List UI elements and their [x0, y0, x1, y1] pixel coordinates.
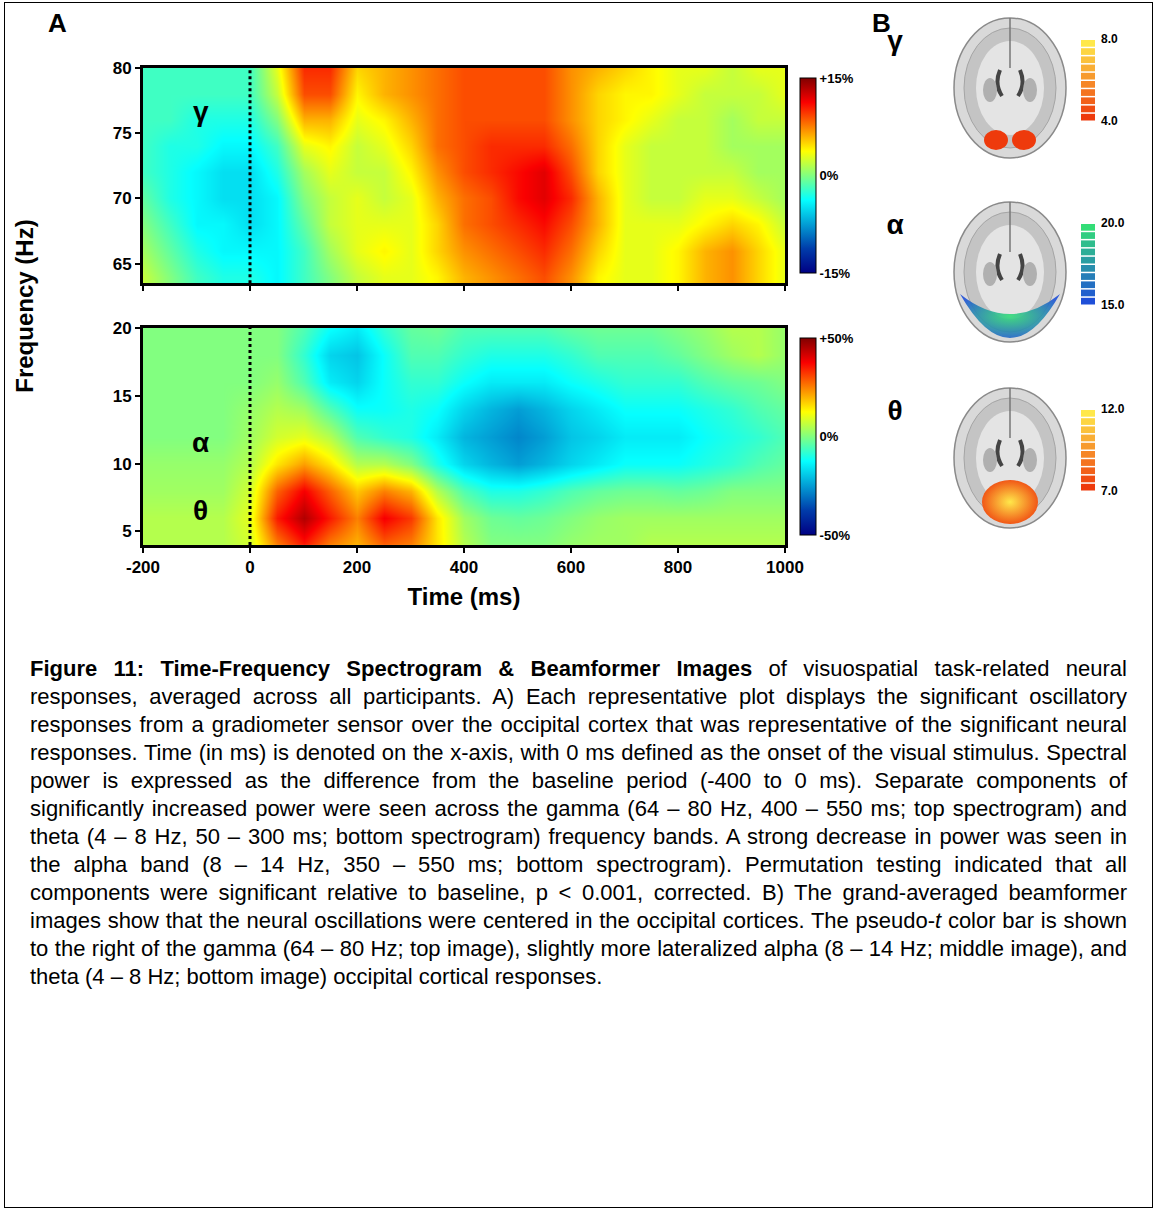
svg-text:8.0: 8.0	[1101, 32, 1118, 46]
svg-text:-50%: -50%	[820, 528, 851, 543]
html-text:Figure 11: Time-Frequency Spec: Figure 11: Time-Frequency Spectrogram & …	[30, 656, 1127, 989]
svg-text:200: 200	[343, 558, 371, 577]
svg-text:65: 65	[113, 255, 132, 274]
svg-text:-15%: -15%	[820, 266, 851, 281]
svg-text:20: 20	[113, 319, 132, 338]
svg-text:+15%: +15%	[820, 71, 854, 86]
svg-text:0%: 0%	[820, 168, 839, 183]
html-text:B: B	[872, 8, 891, 38]
svg-text:75: 75	[113, 124, 132, 143]
svg-text:600: 600	[557, 558, 585, 577]
svg-text:0%: 0%	[820, 429, 839, 444]
svg-text:θ: θ	[887, 395, 902, 426]
svg-text:20.0: 20.0	[1101, 216, 1125, 230]
svg-text:800: 800	[664, 558, 692, 577]
svg-text:80: 80	[113, 59, 132, 78]
svg-text:0: 0	[245, 558, 254, 577]
svg-text:+50%: +50%	[820, 331, 854, 346]
svg-text:400: 400	[450, 558, 478, 577]
svg-text:15: 15	[113, 387, 132, 406]
svg-text:Time (ms): Time (ms)	[408, 583, 521, 610]
svg-text:7.0: 7.0	[1101, 484, 1118, 498]
svg-text:1000: 1000	[766, 558, 804, 577]
svg-text:γ: γ	[887, 25, 903, 56]
svg-text:15.0: 15.0	[1101, 298, 1125, 312]
svg-text:10: 10	[113, 455, 132, 474]
svg-text:70: 70	[113, 189, 132, 208]
svg-text:θ: θ	[193, 495, 208, 526]
svg-text:5: 5	[122, 522, 131, 541]
svg-text:γ: γ	[193, 96, 209, 127]
html-text:A: A	[48, 8, 67, 38]
svg-text:4.0: 4.0	[1101, 114, 1118, 128]
svg-text:12.0: 12.0	[1101, 402, 1125, 416]
svg-text:-200: -200	[126, 558, 160, 577]
svg-text:α: α	[192, 427, 209, 458]
svg-text:α: α	[886, 209, 903, 240]
svg-text:Frequency (Hz): Frequency (Hz)	[11, 219, 38, 392]
